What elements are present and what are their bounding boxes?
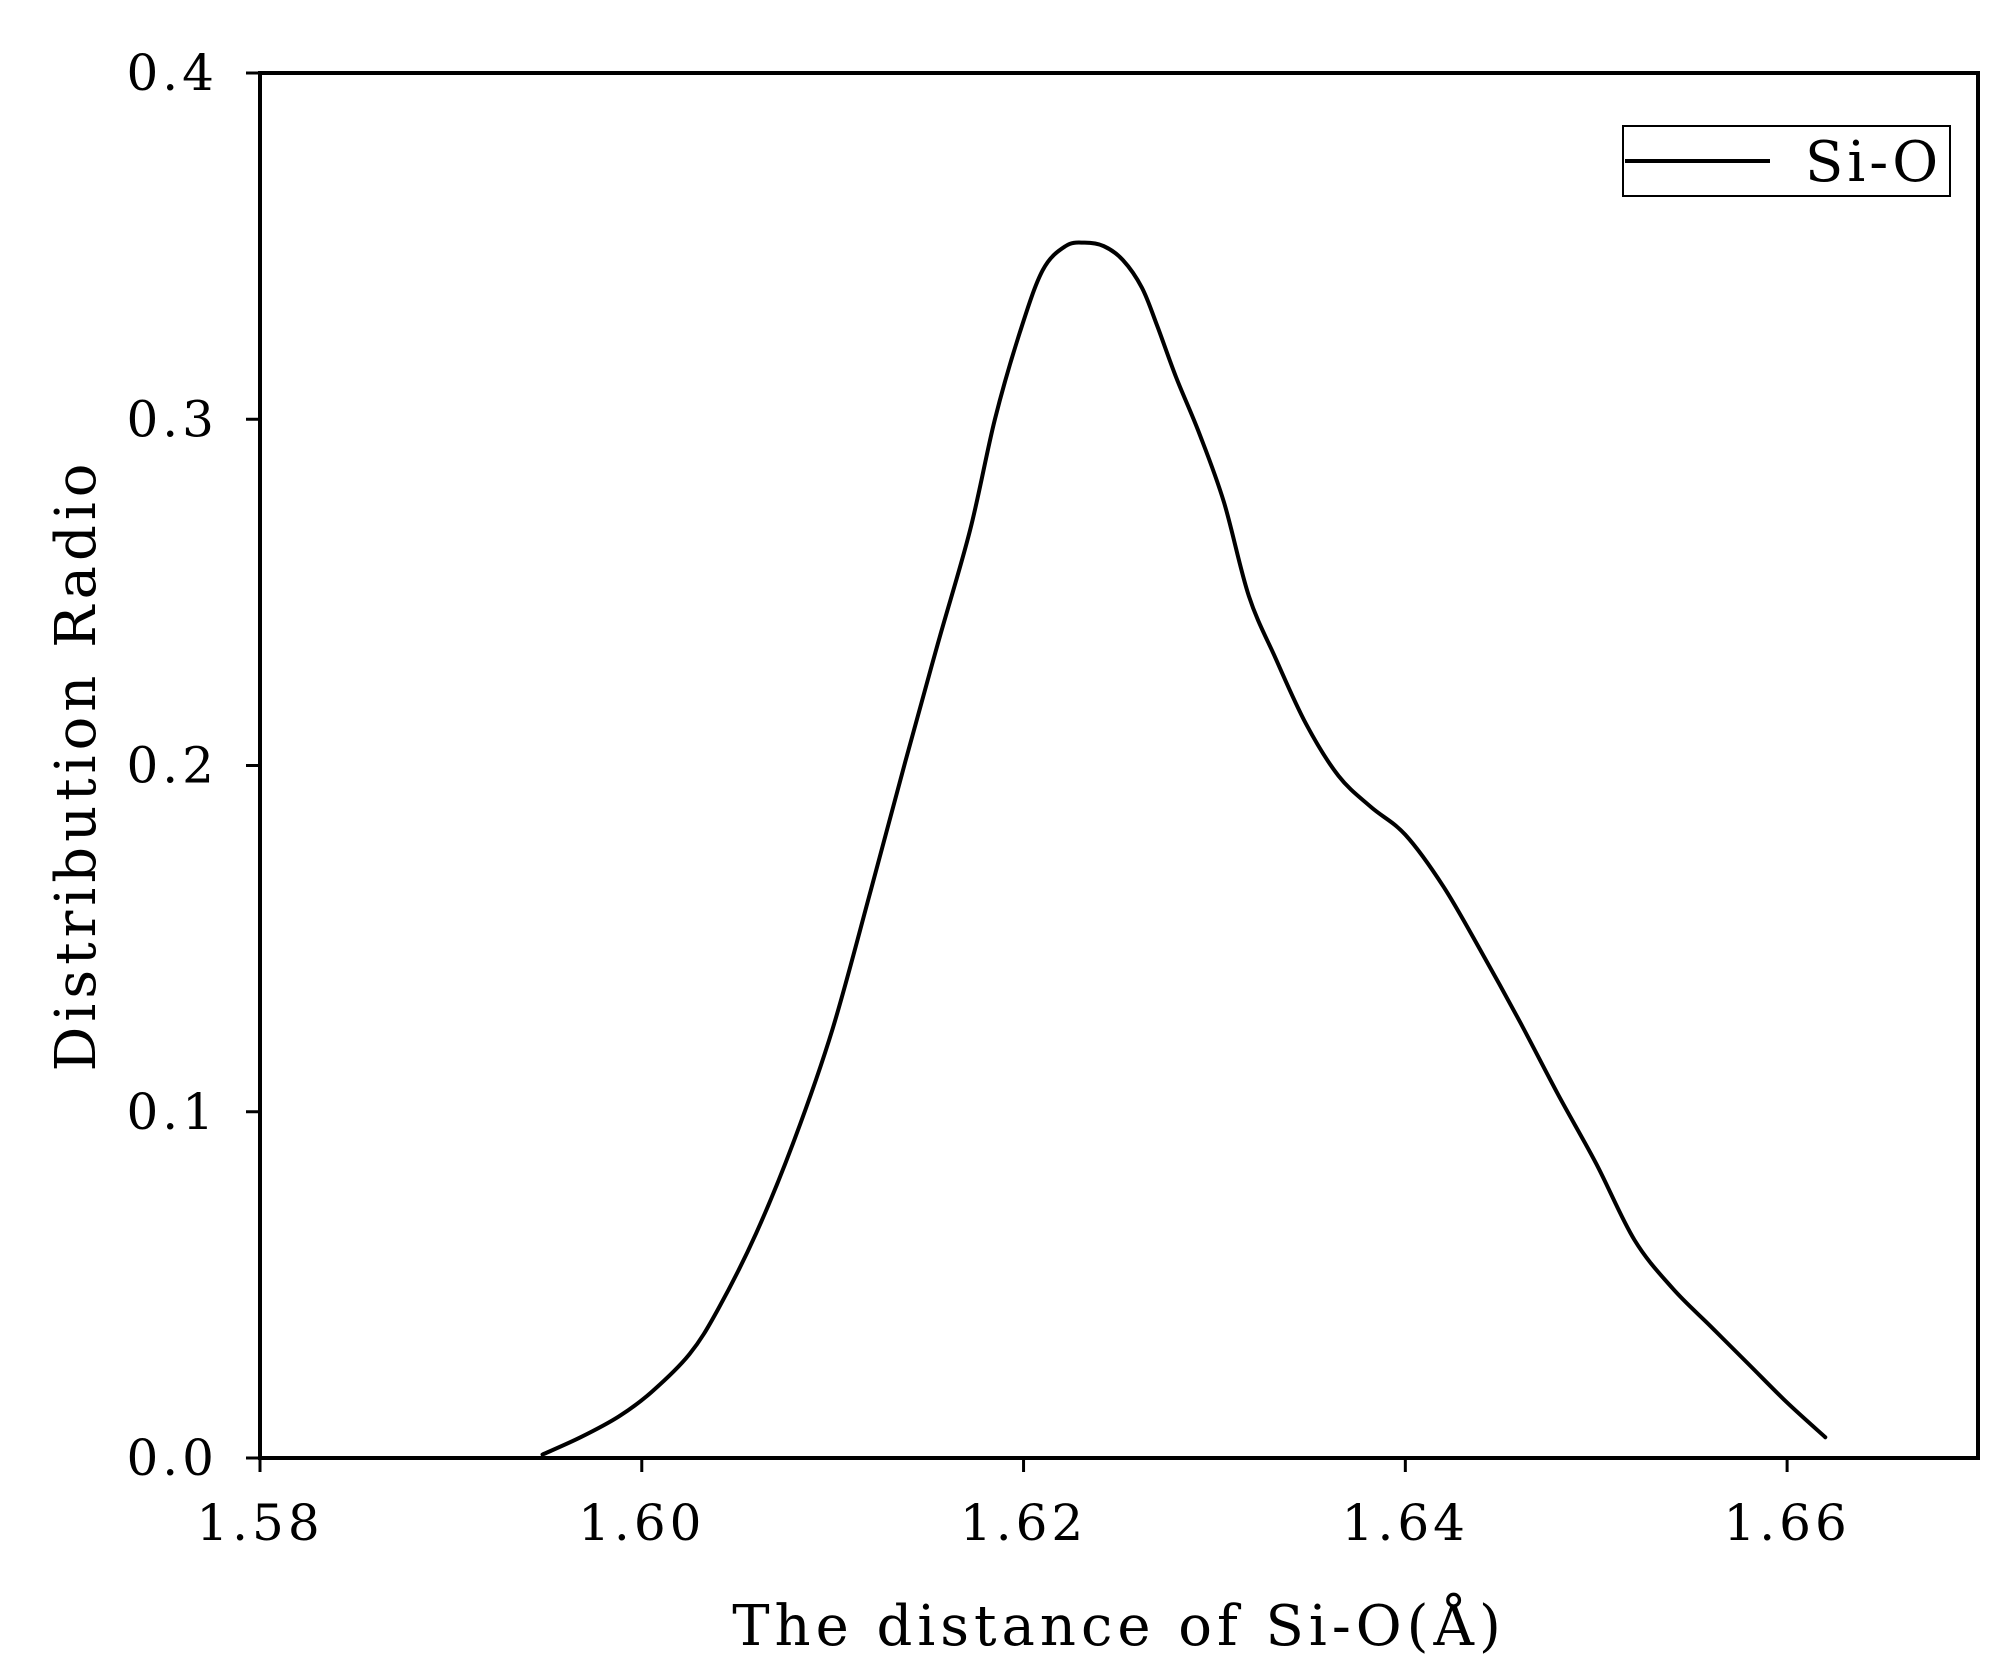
- y-tick-label: 0.1: [126, 1083, 218, 1141]
- y-tick-label: 0.2: [126, 737, 218, 795]
- x-tick-label: 1.64: [1342, 1494, 1469, 1552]
- x-axis-title: The distance of Si-O(Å): [732, 1592, 1506, 1659]
- legend-label-si-o: Si-O: [1805, 130, 1942, 195]
- x-tick-label: 1.66: [1723, 1494, 1850, 1552]
- x-tick-label: 1.60: [578, 1494, 705, 1552]
- plot-frame: [258, 71, 1980, 1460]
- y-axis-ticks: 0.0 0.1 0.2 0.3 0.4: [126, 44, 260, 1487]
- legend-box: [1622, 125, 1951, 197]
- series-line-si-o: [540, 240, 1828, 1457]
- y-tick-label: 0.4: [126, 44, 218, 102]
- y-tick-label: 0.0: [126, 1429, 218, 1487]
- x-axis-ticks: 1.58 1.60 1.62 1.64 1.66: [196, 1458, 1850, 1552]
- y-axis-title: Distribution Radio: [44, 459, 109, 1072]
- series-layer: [540, 240, 1828, 1457]
- y-tick-label: 0.3: [126, 390, 218, 448]
- legend: Si-O: [1622, 125, 1951, 197]
- x-tick-label: 1.62: [960, 1494, 1087, 1552]
- x-tick-label: 1.58: [196, 1494, 323, 1552]
